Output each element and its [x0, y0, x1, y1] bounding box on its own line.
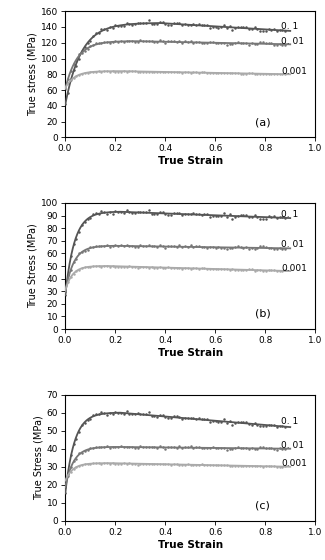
Text: 0. 1: 0. 1 — [281, 210, 299, 219]
X-axis label: True Strain: True Strain — [158, 539, 223, 549]
Text: 0. 01: 0. 01 — [281, 38, 305, 46]
Text: 0. 01: 0. 01 — [281, 441, 305, 450]
Text: 0. 1: 0. 1 — [281, 22, 299, 31]
X-axis label: True Strain: True Strain — [158, 156, 223, 166]
Y-axis label: True Stress (MPa): True Stress (MPa) — [34, 416, 44, 500]
Text: (b): (b) — [255, 309, 271, 319]
Y-axis label: True stress (MPa): True stress (MPa) — [28, 32, 38, 116]
Text: 0. 1: 0. 1 — [281, 417, 299, 426]
Text: (a): (a) — [255, 117, 271, 127]
Text: 0.001: 0.001 — [281, 67, 307, 76]
Y-axis label: True Stress (MPa): True Stress (MPa) — [28, 223, 38, 309]
Text: (c): (c) — [255, 501, 270, 511]
Text: 0. 01: 0. 01 — [281, 240, 305, 249]
Text: 0.001: 0.001 — [281, 459, 307, 468]
Text: 0.001: 0.001 — [281, 264, 307, 273]
X-axis label: True Strain: True Strain — [158, 348, 223, 358]
